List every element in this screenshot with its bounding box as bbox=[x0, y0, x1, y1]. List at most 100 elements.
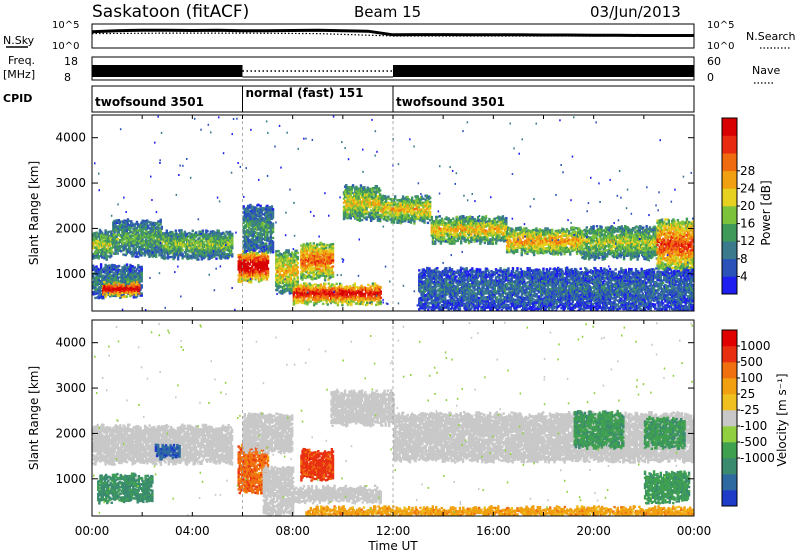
heatmap-cell bbox=[180, 251, 183, 254]
heatmap-cell bbox=[266, 267, 270, 271]
heatmap-cell bbox=[104, 263, 107, 267]
heatmap-cell bbox=[444, 221, 447, 225]
heatmap-cell bbox=[275, 250, 278, 253]
heatmap-cell bbox=[228, 236, 232, 240]
heatmap-cell bbox=[117, 273, 121, 276]
heatmap-cell bbox=[342, 197, 346, 200]
heatmap-cell bbox=[428, 200, 432, 204]
heatmap-cell bbox=[347, 192, 350, 195]
heatmap-cell bbox=[334, 299, 337, 303]
heatmap-cell bbox=[110, 268, 113, 271]
heatmap-cell bbox=[331, 246, 335, 250]
heatmap-cell bbox=[331, 255, 335, 258]
heatmap-cell bbox=[247, 229, 250, 232]
heatmap-cell bbox=[106, 271, 110, 274]
heatmap-cell bbox=[140, 292, 143, 295]
heatmap-cell bbox=[384, 196, 388, 199]
heatmap-cell bbox=[115, 235, 118, 238]
heatmap-cell bbox=[118, 220, 122, 223]
heatmap-cell bbox=[360, 188, 364, 191]
heatmap-cell bbox=[179, 249, 182, 253]
heatmap-cell bbox=[211, 242, 215, 245]
heatmap-cell bbox=[98, 288, 102, 291]
heatmap-cell bbox=[185, 244, 189, 248]
heatmap-cell bbox=[311, 278, 314, 281]
heatmap-cell bbox=[359, 196, 363, 199]
heatmap-cell bbox=[443, 235, 446, 239]
heatmap-cell bbox=[111, 294, 114, 297]
heatmap-cell bbox=[194, 235, 198, 238]
heatmap-cell bbox=[286, 254, 289, 258]
heatmap-cell bbox=[306, 303, 309, 306]
heatmap-cell bbox=[127, 223, 131, 227]
heatmap-cell bbox=[198, 236, 201, 240]
heatmap-cell bbox=[331, 248, 335, 252]
heatmap-cell bbox=[335, 282, 338, 285]
heatmap-cell bbox=[436, 228, 439, 231]
heatmap-cell bbox=[413, 222, 416, 225]
heatmap-cell bbox=[351, 184, 355, 187]
heatmap-cell bbox=[376, 194, 380, 198]
heatmap-cell bbox=[370, 294, 373, 298]
heatmap-cell bbox=[383, 207, 387, 210]
heatmap-cell bbox=[311, 292, 315, 295]
heatmap-cell bbox=[160, 250, 163, 253]
heatmap-cell bbox=[380, 200, 383, 203]
heatmap-cell bbox=[307, 296, 310, 300]
heatmap-cell bbox=[261, 241, 265, 245]
heatmap-cell bbox=[248, 251, 252, 254]
heatmap-cell bbox=[326, 251, 329, 255]
heatmap-cell bbox=[311, 286, 315, 289]
heatmap-cell bbox=[134, 296, 138, 299]
heatmap-cell bbox=[295, 268, 298, 271]
heatmap-cell bbox=[287, 259, 290, 262]
heatmap-cell bbox=[302, 290, 306, 293]
heatmap-cell bbox=[267, 249, 270, 252]
heatmap-cell bbox=[296, 257, 299, 261]
heatmap-cell bbox=[180, 247, 183, 250]
heatmap-cell bbox=[140, 267, 143, 271]
heatmap-cell bbox=[247, 256, 251, 259]
heatmap-cell bbox=[271, 249, 275, 252]
heatmap-cell bbox=[130, 286, 133, 289]
heatmap-cell bbox=[409, 211, 413, 214]
heatmap-cell bbox=[312, 303, 316, 307]
heatmap-cell bbox=[384, 216, 388, 220]
heatmap-cell bbox=[247, 258, 251, 261]
heatmap-cell bbox=[128, 280, 131, 283]
heatmap-cell bbox=[140, 278, 143, 281]
heatmap-cell bbox=[294, 297, 298, 301]
heatmap-cell bbox=[327, 264, 330, 267]
heatmap-cell bbox=[312, 252, 316, 255]
heatmap-cell bbox=[176, 233, 180, 236]
heatmap-cell bbox=[108, 278, 112, 282]
heatmap-cell bbox=[412, 206, 415, 209]
heatmap-cell bbox=[227, 255, 231, 259]
heatmap-cell bbox=[410, 196, 414, 199]
heatmap-cell bbox=[140, 269, 143, 273]
heatmap-cell bbox=[250, 217, 253, 221]
heatmap-cell bbox=[271, 228, 275, 231]
heatmap-cell bbox=[271, 244, 275, 248]
heatmap-cell bbox=[114, 223, 117, 227]
heatmap-cell bbox=[325, 291, 328, 294]
heatmap-cell bbox=[410, 216, 414, 220]
heatmap-cell bbox=[202, 240, 206, 244]
heatmap-cell bbox=[103, 234, 106, 237]
heatmap-cell bbox=[138, 281, 141, 285]
heatmap-cell bbox=[285, 273, 288, 277]
heatmap-cell bbox=[93, 268, 96, 271]
heatmap-cell bbox=[163, 257, 166, 261]
heatmap-cell bbox=[266, 255, 270, 258]
heatmap-cell bbox=[95, 271, 98, 274]
heatmap-cell bbox=[188, 246, 191, 249]
heatmap-cell bbox=[271, 224, 275, 227]
heatmap-cell bbox=[431, 220, 435, 223]
heatmap-cell bbox=[309, 283, 312, 287]
heatmap-cell bbox=[365, 216, 368, 219]
heatmap-cell bbox=[349, 293, 352, 296]
heatmap-cell bbox=[116, 238, 119, 241]
heatmap-cell bbox=[392, 221, 396, 224]
heatmap-cell bbox=[271, 230, 275, 234]
heatmap-cell bbox=[359, 302, 362, 305]
